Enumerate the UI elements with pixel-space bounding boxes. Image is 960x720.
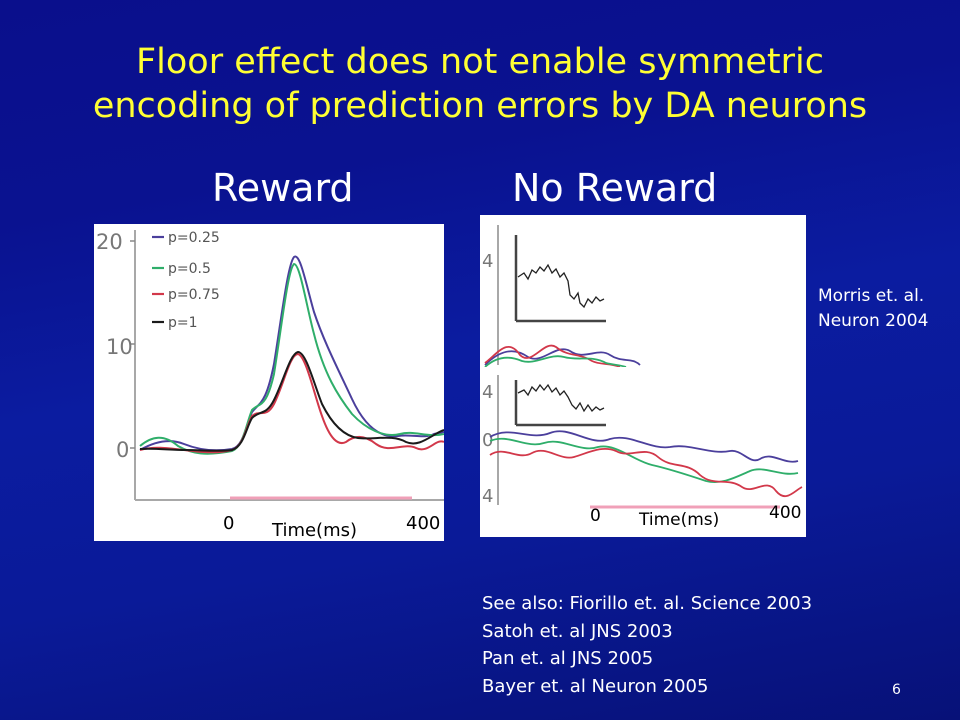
legend-label-p1: p=1 [168, 315, 198, 331]
reward-label: Reward [212, 166, 354, 210]
see-also-item: Pan et. al JNS 2005 [482, 648, 654, 669]
noreward-inset-bottom [514, 380, 606, 427]
legend-label-p05: p=0.5 [168, 261, 211, 277]
noreward-bottom-trace-red [489, 447, 803, 497]
noreward-inset-top [514, 235, 606, 323]
slide-title: Floor effect does not enable symmetric e… [0, 40, 960, 128]
noreward-xlabel: Time(ms) [639, 510, 720, 530]
legend-label-p075: p=0.75 [168, 287, 220, 303]
trace-p075 [139, 352, 444, 454]
legend-label-p025: p=0.25 [168, 230, 220, 246]
noreward-bottom-ytick-4b: 4 [482, 486, 493, 507]
noreward-xtick-400: 400 [769, 503, 802, 523]
noreward-top-trace-purple [484, 348, 641, 366]
noreward-bottom-trace-purple [489, 430, 799, 463]
noreward-chart-panel: 4 4 0 4 0 400 Time(ms) [480, 215, 806, 537]
page-number: 6 [892, 682, 901, 698]
noreward-chart-svg: 4 4 0 4 [480, 225, 806, 509]
trace-p1 [139, 350, 444, 452]
reward-chart-svg: 20 10 0 p=0.25 p=0.5 p=0.75 p=1 [96, 230, 444, 501]
noreward-bottom-ytick-4a: 4 [482, 382, 493, 403]
title-line-1: Floor effect does not enable symmetric [136, 42, 824, 82]
reward-ytick-20: 20 [96, 230, 123, 254]
reward-xlabel: Time(ms) [272, 520, 358, 541]
no-reward-label: No Reward [512, 166, 718, 210]
noreward-bottom-ytick-0: 0 [482, 430, 493, 451]
noreward-xtick-0: 0 [590, 506, 601, 526]
reward-xtick-0: 0 [223, 513, 235, 534]
citation-morris: Morris et. al. Neuron 2004 [818, 284, 928, 334]
title-line-2: encoding of prediction errors by DA neur… [92, 86, 868, 126]
citation-line-2: Neuron 2004 [818, 311, 929, 331]
see-also-list: See also: Fiorillo et. al. Science 2003 … [482, 590, 812, 700]
noreward-panel-gap [480, 367, 806, 373]
reward-ytick-0: 0 [116, 438, 129, 462]
noreward-bottom-trace-green [489, 437, 799, 483]
noreward-top-trace-green [484, 355, 627, 368]
noreward-top-trace-red [484, 344, 621, 368]
reward-chart-panel: 20 10 0 p=0.25 p=0.5 p=0.75 p=1 0 400 Ti… [94, 224, 444, 541]
noreward-top-ytick-4: 4 [482, 251, 493, 272]
trace-p025 [139, 255, 444, 452]
citation-line-1: Morris et. al. [818, 286, 925, 306]
see-also-item: Satoh et. al JNS 2003 [482, 620, 673, 642]
reward-xtick-400: 400 [406, 513, 441, 534]
see-also-item: Bayer et. al Neuron 2005 [482, 675, 709, 697]
reward-ytick-10: 10 [106, 335, 133, 359]
see-also-item: See also: Fiorillo et. al. Science 2003 [482, 593, 813, 614]
trace-p05 [139, 262, 444, 455]
